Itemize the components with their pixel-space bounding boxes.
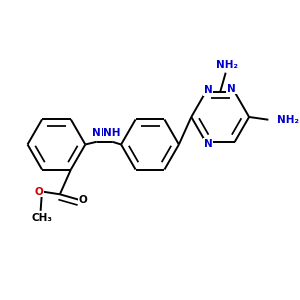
Text: N: N	[92, 128, 101, 139]
Text: O: O	[34, 187, 43, 196]
Text: N: N	[100, 128, 109, 139]
Text: NH₂: NH₂	[216, 60, 238, 70]
Text: N: N	[204, 139, 212, 149]
Text: O: O	[79, 195, 88, 205]
Text: NH: NH	[103, 128, 121, 139]
Text: CH₃: CH₃	[32, 213, 52, 223]
Text: N: N	[227, 84, 236, 94]
Text: NH₂: NH₂	[277, 115, 298, 125]
Text: N: N	[204, 85, 212, 95]
